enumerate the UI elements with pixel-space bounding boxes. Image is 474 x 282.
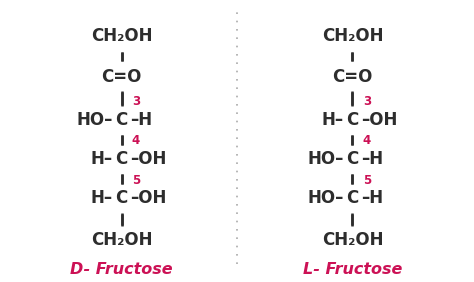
Text: 5: 5 <box>363 174 371 187</box>
Text: C: C <box>346 189 358 207</box>
Text: 3: 3 <box>132 95 140 108</box>
Text: C=O: C=O <box>101 68 142 86</box>
Text: C: C <box>116 111 128 129</box>
Text: HO–: HO– <box>308 150 344 168</box>
Text: CH₂OH: CH₂OH <box>322 27 383 45</box>
Text: H–: H– <box>91 150 113 168</box>
Text: H–: H– <box>91 189 113 207</box>
Text: –OH: –OH <box>130 189 166 207</box>
Text: 5: 5 <box>132 174 140 187</box>
Text: –H: –H <box>361 189 383 207</box>
Text: 4: 4 <box>132 135 140 147</box>
Text: C: C <box>346 111 358 129</box>
Text: C: C <box>116 189 128 207</box>
Text: HO–: HO– <box>308 189 344 207</box>
Text: –OH: –OH <box>361 111 397 129</box>
Text: C=O: C=O <box>332 68 373 86</box>
Text: H–: H– <box>322 111 344 129</box>
Text: –H: –H <box>130 111 152 129</box>
Text: C: C <box>116 150 128 168</box>
Text: 4: 4 <box>363 135 371 147</box>
Text: L- Fructose: L- Fructose <box>303 262 402 277</box>
Text: C: C <box>346 150 358 168</box>
Text: –OH: –OH <box>130 150 166 168</box>
Text: D- Fructose: D- Fructose <box>70 262 173 277</box>
Text: HO–: HO– <box>77 111 113 129</box>
Text: –H: –H <box>361 150 383 168</box>
Text: CH₂OH: CH₂OH <box>322 231 383 249</box>
Text: CH₂OH: CH₂OH <box>91 27 152 45</box>
Text: CH₂OH: CH₂OH <box>91 231 152 249</box>
Text: 3: 3 <box>363 95 371 108</box>
